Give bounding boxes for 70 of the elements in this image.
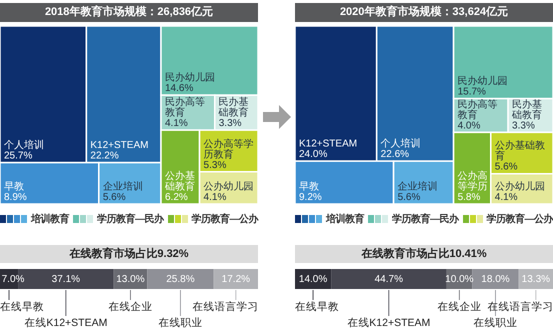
data-label: 4.1% <box>204 192 226 203</box>
category-label: 企业培训 <box>102 180 143 192</box>
text: 2018年教育市场规模：26,836亿元 <box>0 3 258 22</box>
data-label: 5.8% <box>458 192 480 203</box>
category-label: 早教 <box>299 182 319 192</box>
legend-label: 学历教育—民办 <box>392 212 458 226</box>
text: 在线职业 <box>473 316 518 329</box>
category-label: 公办幼儿园 <box>204 180 254 192</box>
category-label: 公办幼儿园 <box>494 180 545 192</box>
legend-label: 培训教育 <box>31 212 69 226</box>
data-label: 3.3% <box>218 118 242 130</box>
data-label: 22.6% <box>380 149 410 160</box>
category-label: 公办基础教育 <box>494 140 545 162</box>
data-label: 15.7% <box>458 86 486 98</box>
data-label: 13.3% <box>522 274 550 285</box>
category-label: 企业培训 <box>398 180 438 192</box>
data-label: 22.2% <box>90 150 119 162</box>
legend-label: 学历教育—公办 <box>486 212 553 226</box>
category-label: 公办高等学历 <box>458 170 488 192</box>
data-label: 4.1% <box>164 118 188 130</box>
category-label: 早教 <box>4 182 24 192</box>
data-label: 18.0% <box>481 274 510 285</box>
category-label: 民办高等教育 <box>458 98 498 121</box>
data-label: 5.6% <box>494 162 518 173</box>
legend-label: 在线企业 <box>437 300 482 313</box>
text: 在线K12+STEAM <box>24 316 108 329</box>
data-label: 25.7% <box>4 150 32 162</box>
category-label: 公办基础教育 <box>164 170 195 192</box>
legend-label: 在线早教 <box>0 300 44 313</box>
data-label: 5.3% <box>204 160 226 171</box>
legend-label: 在线企业 <box>108 300 152 313</box>
legend-label: 在线早教 <box>295 300 339 313</box>
chart-title: 在线教育市场占比10.41% <box>295 245 553 263</box>
legend-label: 学历教育—公办 <box>192 212 258 226</box>
data-label: 5.6% <box>102 192 126 203</box>
data-label: 10.0% <box>445 274 474 285</box>
category-label: 个人培训 <box>380 138 421 150</box>
category-label: K12+STEAM <box>90 140 148 152</box>
data-label: 4.1% <box>494 192 518 203</box>
text: 在线职业 <box>158 316 202 329</box>
legend-label: 学历教育—民办 <box>97 212 164 226</box>
data-label: 9.2% <box>299 192 322 203</box>
chart-title: 在线教育市场占比9.32% <box>0 245 258 263</box>
category-label: K12+STEAM <box>299 138 358 150</box>
data-label: 24.0% <box>299 149 328 160</box>
data-label: 3.3% <box>512 120 535 132</box>
category-label: 民办高等教育 <box>164 96 205 119</box>
data-label: 25.8% <box>166 274 195 285</box>
data-label: 14.6% <box>164 83 194 94</box>
category-label: 公办高等学历教育 <box>204 138 254 160</box>
category-label: 民办基础教育 <box>218 96 249 119</box>
data-label: 4.0% <box>458 120 480 132</box>
legend-label: 在线语言学习 <box>192 300 258 313</box>
category-label: 民办幼儿园 <box>164 72 215 84</box>
data-label: 8.9% <box>4 192 27 203</box>
legend-label: 培训教育 <box>326 212 364 226</box>
text: 在线K12+STEAM <box>347 316 430 329</box>
data-label: 14.0% <box>298 274 328 285</box>
data-label: 7.0% <box>2 274 25 285</box>
category-label: 民办基础教育 <box>511 98 542 121</box>
data-label: 17.2% <box>222 274 250 285</box>
legend-label: 在线语言学习 <box>488 300 553 313</box>
text: 2020年教育市场规模：33,624亿元 <box>295 3 553 22</box>
data-label: 6.2% <box>164 192 188 203</box>
data-label: 5.6% <box>398 192 420 203</box>
category-label: 个人培训 <box>4 139 44 152</box>
data-label: 44.7% <box>374 274 404 285</box>
data-label: 37.1% <box>52 274 80 285</box>
data-label: 13.0% <box>116 274 145 285</box>
category-label: 民办幼儿园 <box>458 75 508 88</box>
